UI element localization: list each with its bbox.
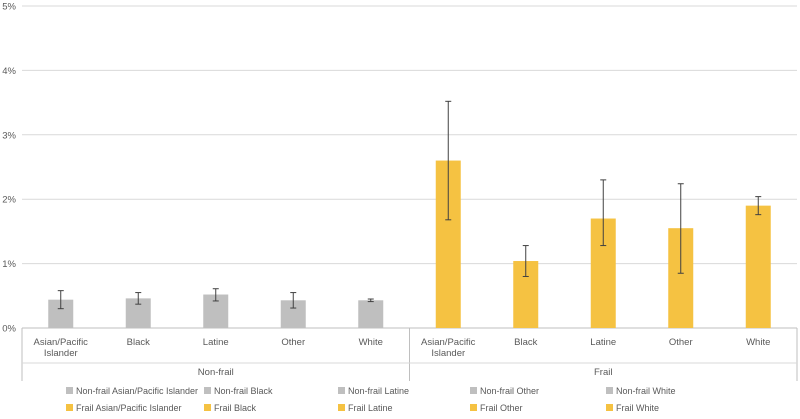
bar bbox=[745, 205, 771, 328]
bar bbox=[358, 300, 384, 328]
group-label: Non-frail bbox=[198, 367, 234, 378]
legend-label: Non-frail Latine bbox=[348, 386, 409, 396]
x-category-label: Latine bbox=[590, 337, 616, 348]
legend-swatch bbox=[338, 387, 345, 394]
x-category-label: Asian/Pacific Islander bbox=[421, 337, 476, 359]
y-tick-label: 0% bbox=[2, 324, 16, 335]
legend-swatch bbox=[470, 404, 477, 411]
y-tick-label: 1% bbox=[2, 259, 16, 270]
y-tick-label: 3% bbox=[2, 130, 16, 141]
x-category-label: Black bbox=[514, 337, 537, 348]
y-tick-label: 2% bbox=[2, 195, 16, 206]
x-category-label: Other bbox=[669, 337, 693, 348]
legend-swatch bbox=[66, 387, 73, 394]
y-tick-label: 5% bbox=[2, 2, 16, 13]
x-category-label: Asian/Pacific Islander bbox=[34, 337, 89, 359]
legend-label: Non-frail Black bbox=[214, 386, 273, 396]
x-category-label: White bbox=[359, 337, 383, 348]
legend-swatch bbox=[606, 404, 613, 411]
legend-swatch bbox=[66, 404, 73, 411]
legend-label: Frail White bbox=[616, 403, 659, 413]
legend-label: Frail Other bbox=[480, 403, 523, 413]
group-label: Frail bbox=[594, 367, 612, 378]
legend-swatch bbox=[470, 387, 477, 394]
legend-swatch bbox=[338, 404, 345, 411]
legend-label: Frail Latine bbox=[348, 403, 393, 413]
x-category-label: Other bbox=[281, 337, 305, 348]
legend-swatch bbox=[204, 387, 211, 394]
legend-label: Non-frail White bbox=[616, 386, 676, 396]
x-category-label: White bbox=[746, 337, 770, 348]
legend-swatch bbox=[606, 387, 613, 394]
legend-label: Non-frail Other bbox=[480, 386, 539, 396]
legend-label: Frail Asian/Pacific Islander bbox=[76, 403, 182, 413]
y-tick-label: 4% bbox=[2, 66, 16, 77]
x-category-label: Black bbox=[127, 337, 150, 348]
x-category-label: Latine bbox=[203, 337, 229, 348]
legend-label: Frail Black bbox=[214, 403, 257, 413]
legend-swatch bbox=[204, 404, 211, 411]
legend-label: Non-frail Asian/Pacific Islander bbox=[76, 386, 198, 396]
